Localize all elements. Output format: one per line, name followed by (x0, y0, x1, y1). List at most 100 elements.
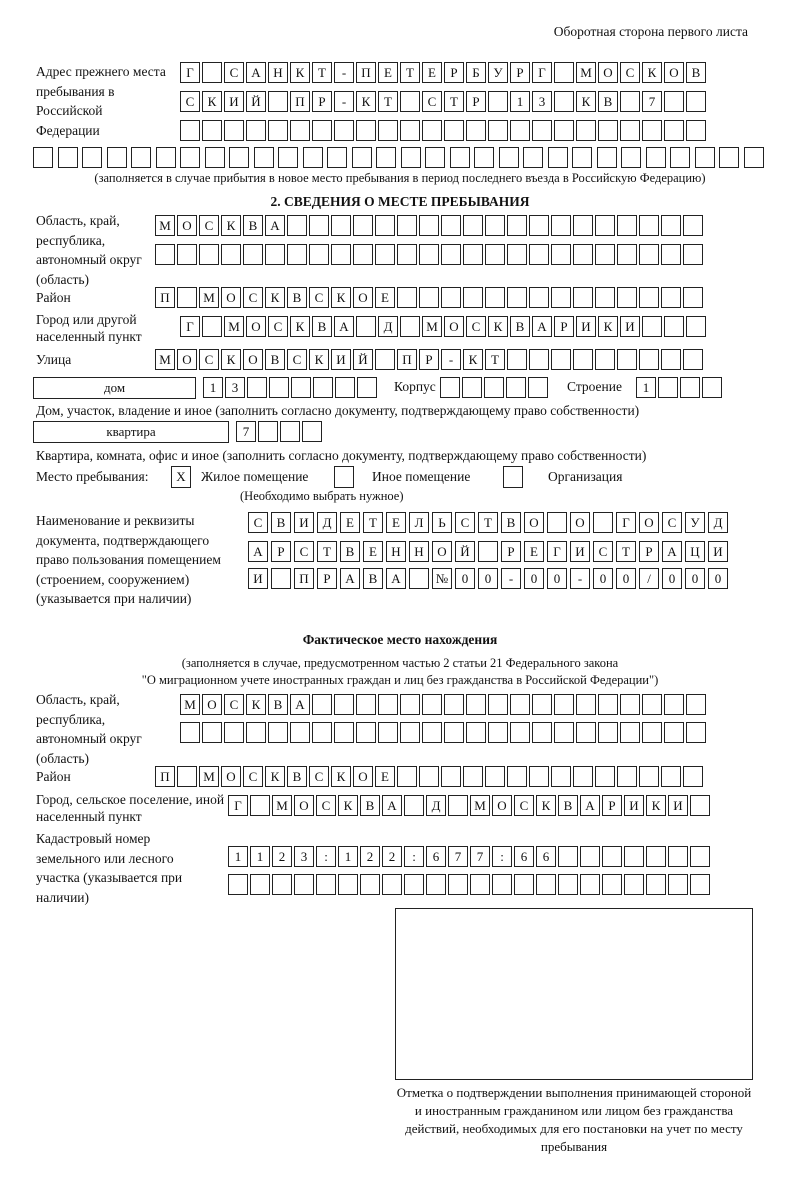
char-cell[interactable] (507, 766, 527, 787)
char-cell[interactable] (449, 147, 470, 168)
char-cell[interactable]: / (639, 568, 659, 589)
char-cell[interactable] (683, 287, 703, 308)
flat-number-row[interactable]: 7 (236, 421, 322, 442)
char-cell[interactable] (598, 694, 618, 715)
char-cell[interactable] (532, 722, 552, 743)
char-cell[interactable] (573, 215, 593, 236)
char-cell[interactable]: К (290, 316, 310, 337)
char-cell[interactable]: К (338, 795, 358, 816)
char-cell[interactable]: : (404, 846, 424, 867)
char-cell[interactable]: 2 (360, 846, 380, 867)
char-cell[interactable]: А (532, 316, 552, 337)
char-cell[interactable] (250, 795, 270, 816)
char-cell[interactable] (466, 694, 486, 715)
place-option-checkbox-residential[interactable]: X (171, 466, 191, 488)
char-cell[interactable]: Г (547, 541, 567, 562)
korpus-row[interactable] (440, 377, 548, 398)
char-cell[interactable] (646, 846, 666, 867)
char-cell[interactable] (409, 568, 429, 589)
char-cell[interactable] (598, 722, 618, 743)
char-cell[interactable]: Р (444, 62, 464, 83)
char-cell[interactable] (686, 120, 706, 141)
char-cell[interactable] (258, 421, 278, 442)
char-cell[interactable]: А (248, 541, 268, 562)
char-cell[interactable] (268, 120, 288, 141)
char-cell[interactable] (702, 377, 722, 398)
char-cell[interactable]: П (290, 91, 310, 112)
char-cell[interactable]: С (316, 795, 336, 816)
char-cell[interactable]: С (224, 62, 244, 83)
char-cell[interactable] (686, 722, 706, 743)
char-cell[interactable] (690, 874, 710, 895)
char-cell[interactable] (639, 287, 659, 308)
char-cell[interactable] (426, 874, 446, 895)
char-cell[interactable]: 1 (250, 846, 270, 867)
char-cell[interactable]: 6 (514, 846, 534, 867)
char-cell[interactable] (265, 244, 285, 265)
char-cell[interactable]: - (570, 568, 590, 589)
char-cell[interactable]: 7 (470, 846, 490, 867)
char-cell[interactable]: К (536, 795, 556, 816)
char-cell[interactable]: И (294, 512, 314, 533)
char-cell[interactable]: С (593, 541, 613, 562)
char-cell[interactable]: А (246, 62, 266, 83)
char-cell[interactable] (180, 147, 200, 168)
char-cell[interactable] (580, 846, 600, 867)
char-cell[interactable] (462, 377, 482, 398)
building-row[interactable]: 1 (636, 377, 722, 398)
char-cell[interactable]: Ь (432, 512, 452, 533)
char-cell[interactable]: О (353, 287, 373, 308)
char-cell[interactable]: 0 (662, 568, 682, 589)
char-cell[interactable]: 1 (636, 377, 656, 398)
char-cell[interactable] (448, 874, 468, 895)
char-cell[interactable] (620, 120, 640, 141)
char-cell[interactable]: Л (409, 512, 429, 533)
char-cell[interactable] (620, 91, 640, 112)
char-cell[interactable]: К (290, 62, 310, 83)
char-cell[interactable] (686, 316, 706, 337)
char-cell[interactable]: А (382, 795, 402, 816)
char-cell[interactable] (595, 349, 615, 370)
char-cell[interactable] (661, 215, 681, 236)
char-cell[interactable]: К (488, 316, 508, 337)
char-cell[interactable] (400, 316, 420, 337)
char-cell[interactable]: Р (639, 541, 659, 562)
char-cell[interactable] (463, 215, 483, 236)
char-cell[interactable] (397, 244, 417, 265)
char-cell[interactable] (646, 874, 666, 895)
char-cell[interactable]: О (202, 694, 222, 715)
char-cell[interactable] (204, 147, 225, 168)
char-cell[interactable] (532, 694, 552, 715)
char-cell[interactable]: В (265, 349, 285, 370)
char-cell[interactable] (683, 244, 703, 265)
char-cell[interactable]: 0 (547, 568, 567, 589)
char-cell[interactable]: 1 (203, 377, 223, 398)
char-cell[interactable] (376, 147, 396, 168)
char-cell[interactable]: У (685, 512, 705, 533)
char-cell[interactable] (595, 287, 615, 308)
char-cell[interactable] (419, 215, 439, 236)
char-cell[interactable]: К (246, 694, 266, 715)
char-cell[interactable] (440, 377, 460, 398)
char-cell[interactable] (474, 147, 494, 168)
char-cell[interactable]: В (360, 795, 380, 816)
char-cell[interactable] (664, 694, 684, 715)
char-cell[interactable] (229, 147, 249, 168)
char-cell[interactable] (331, 215, 351, 236)
char-cell[interactable] (639, 244, 659, 265)
char-cell[interactable] (177, 766, 197, 787)
char-cell[interactable]: П (397, 349, 417, 370)
char-cell[interactable] (106, 147, 127, 168)
char-cell[interactable]: 0 (593, 568, 613, 589)
char-cell[interactable]: Н (268, 62, 288, 83)
char-cell[interactable]: Ц (685, 541, 705, 562)
char-cell[interactable]: 7 (236, 421, 256, 442)
char-cell[interactable]: И (224, 91, 244, 112)
char-cell[interactable]: В (558, 795, 578, 816)
